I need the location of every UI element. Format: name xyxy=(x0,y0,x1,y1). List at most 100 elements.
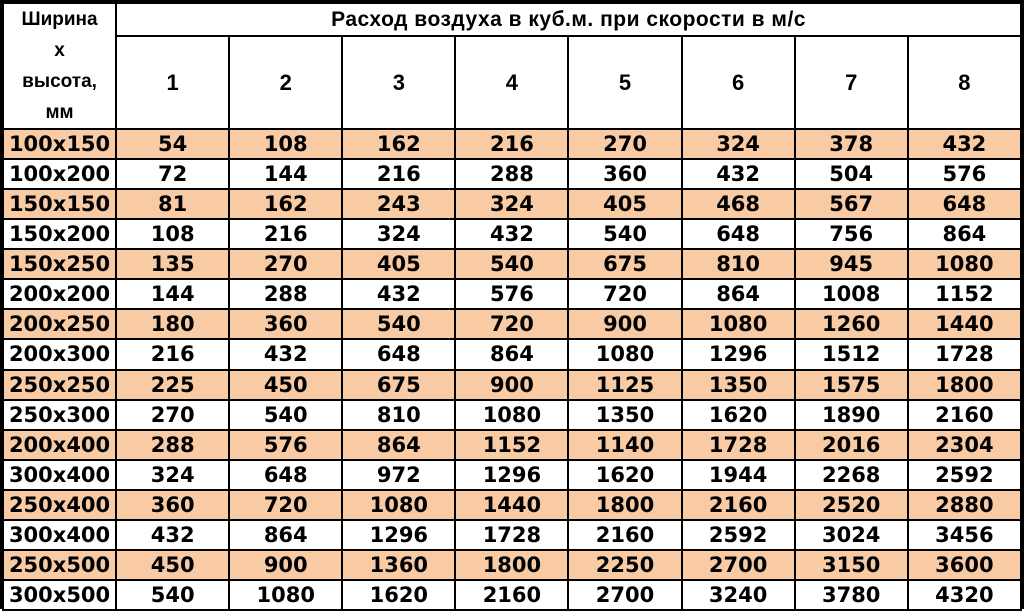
airflow-value-cell: 2250 xyxy=(567,548,683,581)
airflow-value-cell: 1620 xyxy=(567,458,683,491)
size-header-line: х xyxy=(54,40,65,61)
airflow-value-cell: 1512 xyxy=(793,338,909,371)
airflow-value-cell: 432 xyxy=(906,127,1023,161)
airflow-value-cell: 1008 xyxy=(793,278,909,311)
duct-size-cell: 150х250 xyxy=(1,248,118,281)
airflow-value-cell: 2160 xyxy=(454,578,570,611)
airflow-value-cell: 1728 xyxy=(680,428,796,461)
size-header-line: высота, xyxy=(22,71,97,92)
airflow-value-cell: 1620 xyxy=(680,398,796,431)
duct-size-cell: 100х200 xyxy=(1,158,118,191)
airflow-value-cell: 3600 xyxy=(906,548,1023,581)
airflow-value-cell: 3780 xyxy=(793,578,909,611)
airflow-value-cell: 756 xyxy=(793,218,909,251)
airflow-value-cell: 2160 xyxy=(680,488,796,521)
airflow-value-cell: 648 xyxy=(341,338,457,371)
table-row: 300х400 324 648 972 1296 1620 1944 2268 2592 xyxy=(1,458,1023,491)
table-row: 200х400 288 576 864 1152 1140 1728 2016 2304 xyxy=(1,428,1023,461)
airflow-value-cell: 810 xyxy=(341,398,457,431)
airflow-value-cell: 864 xyxy=(680,278,796,311)
airflow-value-cell: 2880 xyxy=(906,488,1023,521)
airflow-value-cell: 4320 xyxy=(906,578,1023,611)
airflow-value-cell: 1350 xyxy=(680,368,796,401)
airflow-value-cell: 1890 xyxy=(793,398,909,431)
duct-size-cell: 150х200 xyxy=(1,218,118,251)
airflow-value-cell: 2592 xyxy=(680,518,796,551)
airflow-value-cell: 243 xyxy=(341,188,457,221)
airflow-value-cell: 360 xyxy=(115,488,231,521)
airflow-value-cell: 504 xyxy=(793,158,909,191)
duct-size-cell: 200х300 xyxy=(1,338,118,371)
duct-size-cell: 200х200 xyxy=(1,278,118,311)
airflow-value-cell: 2592 xyxy=(906,458,1023,491)
airflow-value-cell: 216 xyxy=(115,338,231,371)
speed-header: 4 xyxy=(454,35,570,130)
airflow-value-cell: 378 xyxy=(793,127,909,161)
airflow-value-cell: 108 xyxy=(115,218,231,251)
airflow-value-cell: 648 xyxy=(906,188,1023,221)
airflow-value-cell: 216 xyxy=(341,158,457,191)
size-header-line: Ширина xyxy=(21,9,98,30)
airflow-value-cell: 2016 xyxy=(793,428,909,461)
airflow-value-cell: 1152 xyxy=(454,428,570,461)
airflow-value-cell: 864 xyxy=(341,428,457,461)
speed-header: 2 xyxy=(228,35,344,130)
airflow-value-cell: 1080 xyxy=(567,338,683,371)
table-row: 300х400 432 864 1296 1728 2160 2592 3024 3456 xyxy=(1,518,1023,551)
airflow-value-cell: 567 xyxy=(793,188,909,221)
airflow-value-cell: 288 xyxy=(228,278,344,311)
table-row: 200х250 180 360 540 720 900 1080 1260 1440 xyxy=(1,308,1023,341)
table-row: 250х250 225 450 675 900 1125 1350 1575 1800 xyxy=(1,368,1023,401)
airflow-value-cell: 2700 xyxy=(567,578,683,611)
airflow-value-cell: 360 xyxy=(567,158,683,191)
table-row: 200х300 216 432 648 864 1080 1296 1512 1728 xyxy=(1,338,1023,371)
airflow-value-cell: 324 xyxy=(454,188,570,221)
airflow-value-cell: 2304 xyxy=(906,428,1023,461)
table-row: 150х150 81 162 243 324 405 468 567 648 xyxy=(1,188,1023,221)
airflow-value-cell: 540 xyxy=(567,218,683,251)
airflow-value-cell: 468 xyxy=(680,188,796,221)
airflow-value-cell: 1944 xyxy=(680,458,796,491)
airflow-value-cell: 162 xyxy=(341,127,457,161)
airflow-value-cell: 1080 xyxy=(906,248,1023,281)
airflow-value-cell: 1728 xyxy=(906,338,1023,371)
airflow-value-cell: 1140 xyxy=(567,428,683,461)
airflow-value-cell: 972 xyxy=(341,458,457,491)
duct-size-cell: 250х500 xyxy=(1,548,118,581)
duct-size-cell: 250х300 xyxy=(1,398,118,431)
airflow-value-cell: 1296 xyxy=(680,338,796,371)
airflow-value-cell: 1152 xyxy=(906,278,1023,311)
airflow-value-cell: 648 xyxy=(228,458,344,491)
airflow-value-cell: 864 xyxy=(454,338,570,371)
table-row: 100х200 72 144 216 288 360 432 504 576 xyxy=(1,158,1023,191)
airflow-value-cell: 360 xyxy=(228,308,344,341)
airflow-value-cell: 2520 xyxy=(793,488,909,521)
speed-header: 5 xyxy=(567,35,683,130)
airflow-value-cell: 1080 xyxy=(680,308,796,341)
airflow-value-cell: 1296 xyxy=(341,518,457,551)
airflow-value-cell: 270 xyxy=(115,398,231,431)
airflow-value-cell: 540 xyxy=(341,308,457,341)
airflow-value-cell: 1080 xyxy=(454,398,570,431)
airflow-value-cell: 432 xyxy=(680,158,796,191)
airflow-table-body: 100х150 54 108 162 216 270 324 378 432 100х200 72 1… xyxy=(1,127,1023,611)
airflow-value-cell: 864 xyxy=(906,218,1023,251)
airflow-value-cell: 72 xyxy=(115,158,231,191)
airflow-value-cell: 3024 xyxy=(793,518,909,551)
airflow-value-cell: 288 xyxy=(115,428,231,461)
airflow-value-cell: 720 xyxy=(567,278,683,311)
airflow-value-cell: 432 xyxy=(115,518,231,551)
airflow-value-cell: 1260 xyxy=(793,308,909,341)
airflow-value-cell: 450 xyxy=(115,548,231,581)
airflow-value-cell: 540 xyxy=(454,248,570,281)
airflow-value-cell: 2268 xyxy=(793,458,909,491)
duct-size-cell: 300х400 xyxy=(1,458,118,491)
duct-size-cell: 200х250 xyxy=(1,308,118,341)
table-row: 300х500 540 1080 1620 2160 2700 3240 3780 4320 xyxy=(1,578,1023,611)
duct-size-cell: 250х250 xyxy=(1,368,118,401)
airflow-value-cell: 270 xyxy=(228,248,344,281)
airflow-value-cell: 810 xyxy=(680,248,796,281)
airflow-value-cell: 1080 xyxy=(341,488,457,521)
airflow-value-cell: 1360 xyxy=(341,548,457,581)
